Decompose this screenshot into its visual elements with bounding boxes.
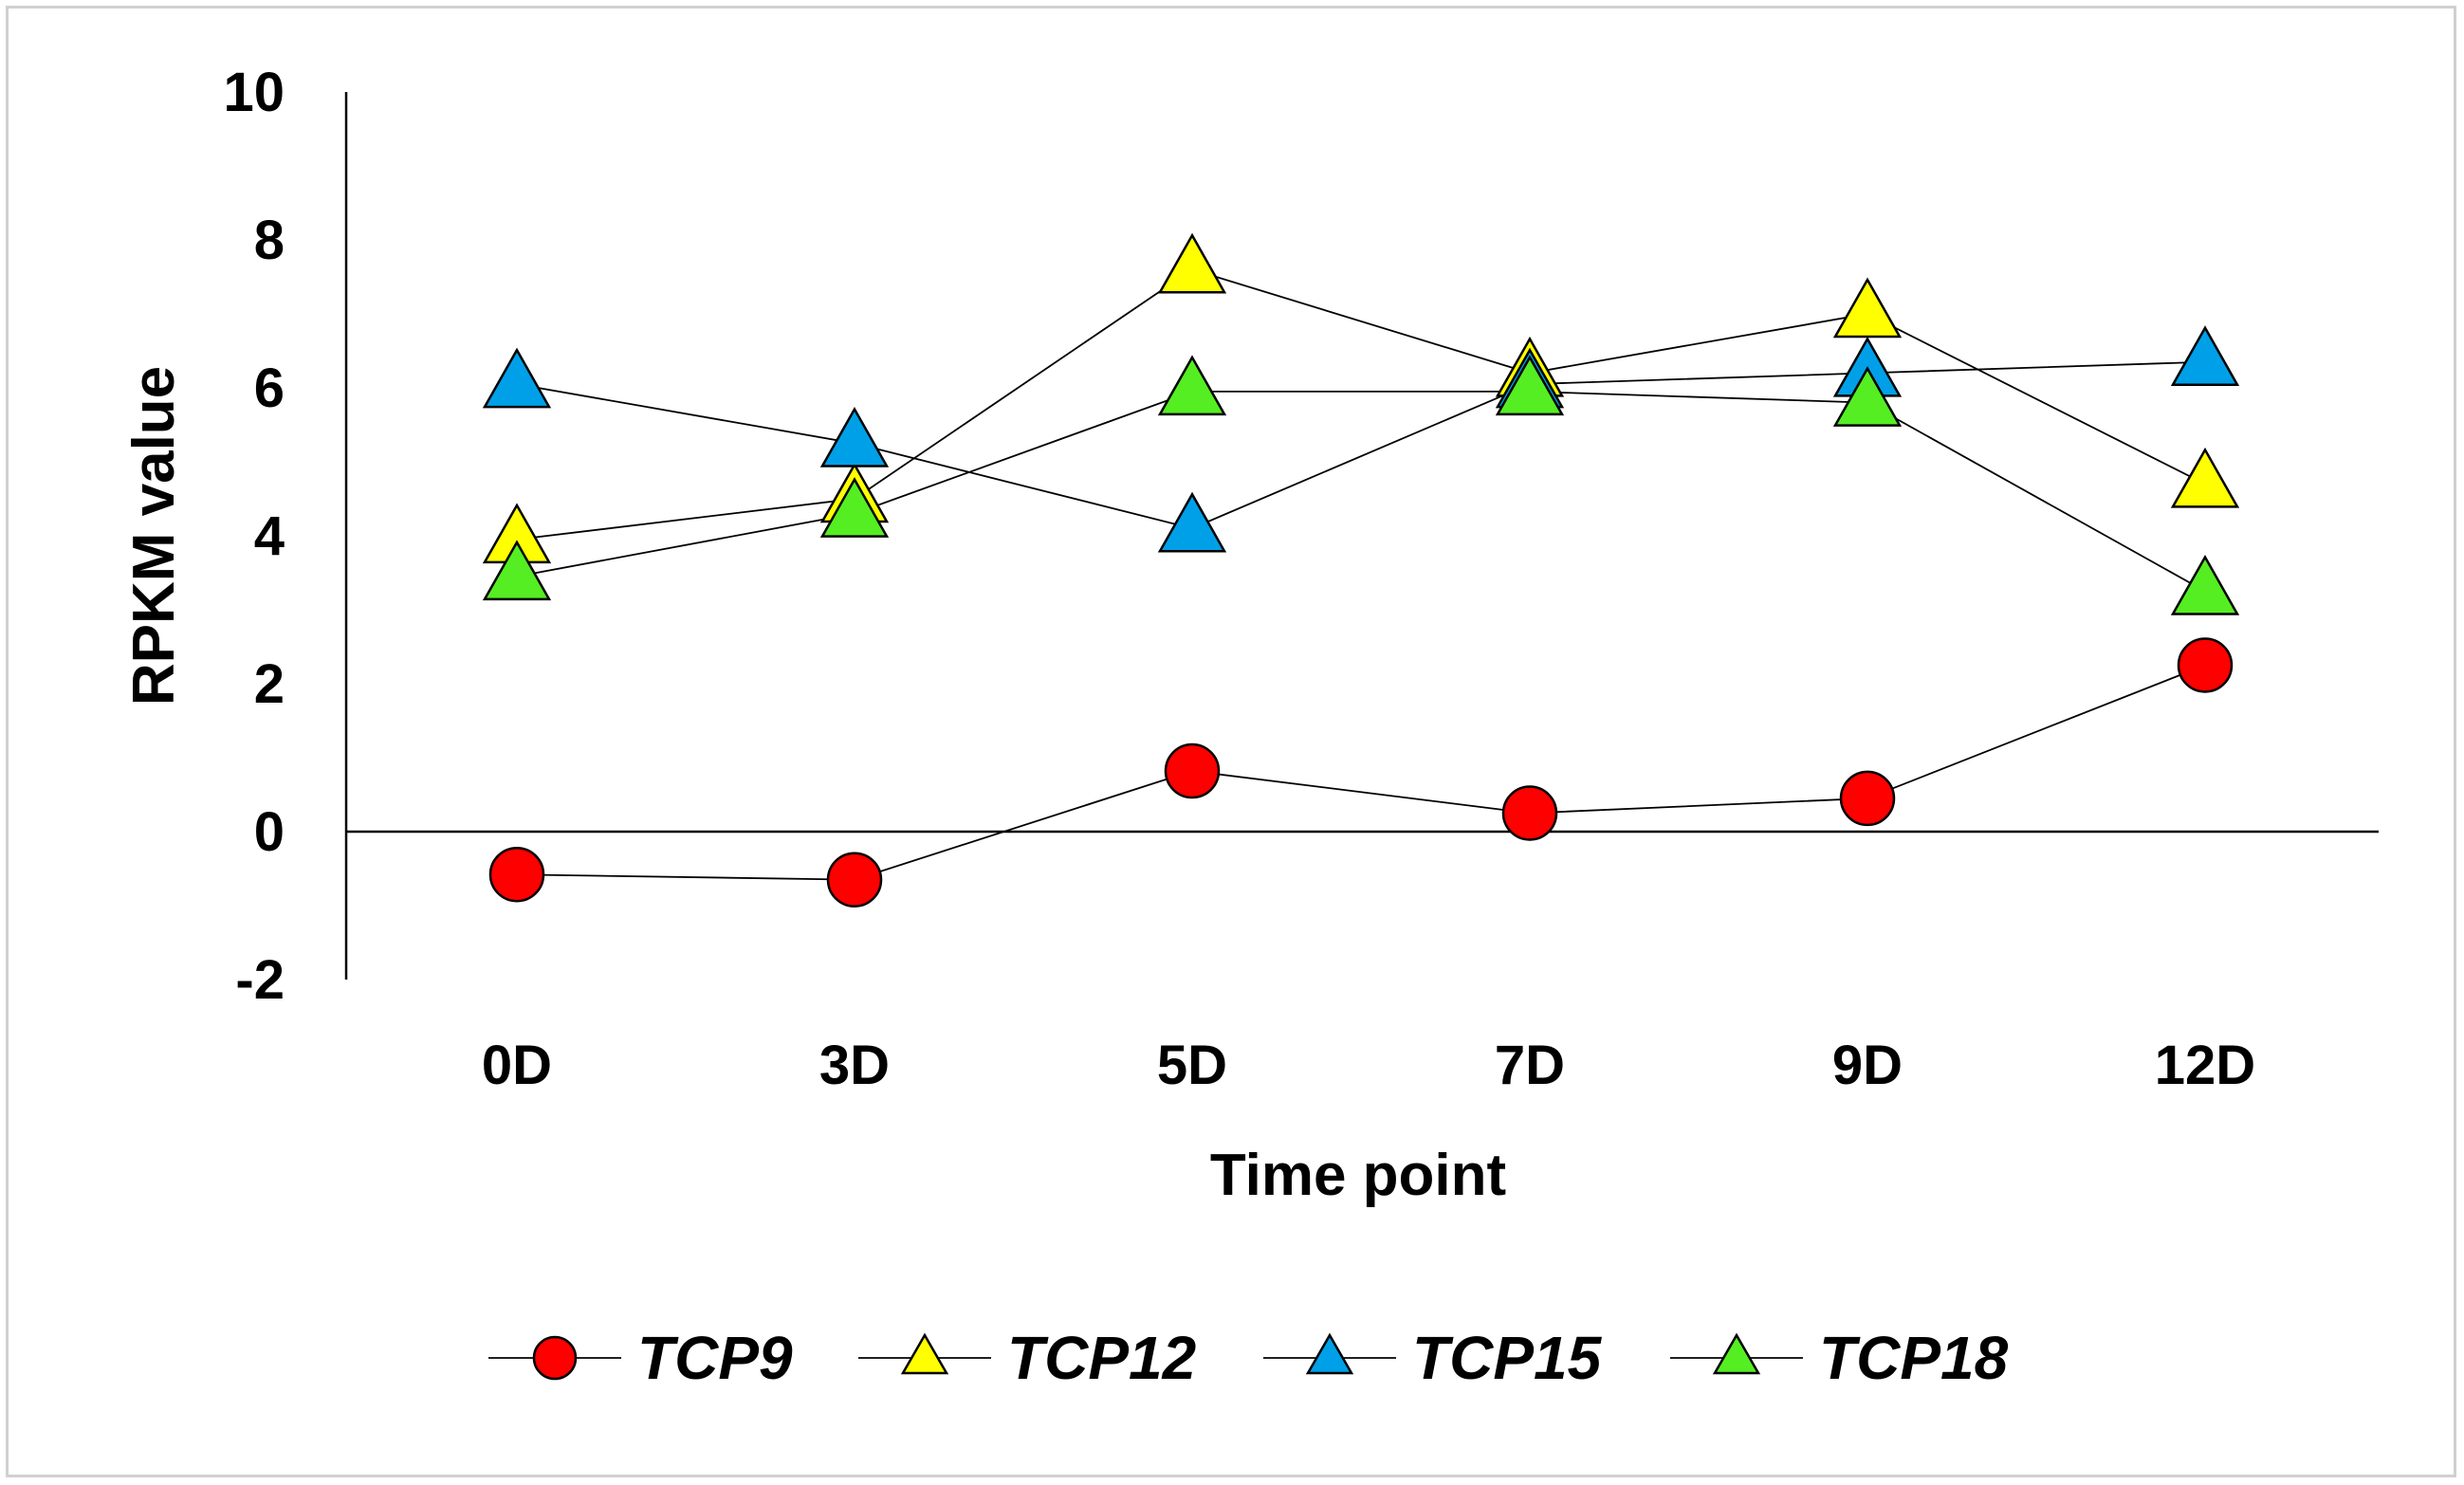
series-line-tcp18 bbox=[516, 390, 2206, 593]
legend-entry-tcp12: TCP12 bbox=[858, 1324, 1196, 1392]
legend-marker bbox=[532, 1335, 578, 1381]
data-point-tcp9 bbox=[1164, 742, 1221, 799]
legend-marker bbox=[1305, 1332, 1354, 1375]
x-tick-label: 7D bbox=[1495, 1035, 1565, 1096]
data-point-tcp9 bbox=[1839, 770, 1896, 827]
legend-entry-tcp9: TCP9 bbox=[488, 1324, 793, 1392]
x-tick-label: 9D bbox=[1832, 1035, 1903, 1096]
data-point-tcp18 bbox=[1832, 366, 1903, 427]
y-tick-label: 4 bbox=[254, 505, 285, 567]
data-point-tcp12 bbox=[1832, 277, 1903, 339]
x-tick-label: 12D bbox=[2155, 1035, 2255, 1096]
data-point-tcp18 bbox=[1157, 355, 1227, 416]
legend-marker bbox=[900, 1332, 949, 1375]
y-tick-label: 8 bbox=[254, 210, 285, 271]
data-point-tcp9 bbox=[488, 846, 545, 903]
data-point-tcp18 bbox=[482, 540, 552, 601]
y-tick-label: 10 bbox=[223, 62, 285, 123]
data-point-tcp18 bbox=[819, 477, 890, 538]
x-tick-label: 5D bbox=[1157, 1035, 1227, 1096]
series-line-tcp15 bbox=[516, 360, 2206, 530]
legend-label: TCP18 bbox=[1819, 1324, 2009, 1392]
data-point-tcp15 bbox=[2170, 325, 2240, 386]
y-tick-label: 2 bbox=[254, 653, 285, 715]
y-tick-label: 0 bbox=[254, 801, 285, 863]
data-point-tcp15 bbox=[819, 406, 890, 468]
legend: TCP9 TCP12 TCP15 TCP18 bbox=[488, 1324, 2009, 1392]
data-point-tcp9 bbox=[2177, 637, 2234, 693]
y-tick-label: -2 bbox=[235, 949, 285, 1011]
chart-frame bbox=[6, 6, 2456, 1477]
data-point-tcp12 bbox=[2170, 447, 2240, 508]
data-point-tcp9 bbox=[826, 852, 883, 908]
data-point-tcp18 bbox=[1495, 355, 1565, 416]
y-tick-labels: -2 0 2 4 6 8 10 bbox=[223, 62, 285, 1011]
data-point-tcp9 bbox=[1501, 785, 1558, 841]
legend-label: TCP12 bbox=[1007, 1324, 1196, 1392]
series-lines bbox=[516, 268, 2206, 881]
data-point-tcp15 bbox=[1157, 491, 1227, 553]
data-point-tcp15 bbox=[482, 347, 552, 409]
legend-entry-tcp15: TCP15 bbox=[1263, 1324, 1603, 1392]
legend-marker bbox=[1712, 1332, 1761, 1375]
axes bbox=[344, 92, 2379, 980]
x-axis-title: Time point bbox=[1210, 1143, 1506, 1208]
y-axis-title: RPKM value bbox=[121, 366, 187, 706]
data-point-tcp12 bbox=[1157, 232, 1227, 294]
series-markers bbox=[482, 232, 2240, 908]
legend-label: TCP9 bbox=[637, 1324, 793, 1392]
data-point-tcp18 bbox=[2170, 554, 2240, 615]
x-tick-label: 3D bbox=[819, 1035, 890, 1096]
y-tick-label: 6 bbox=[254, 358, 285, 419]
legend-entry-tcp18: TCP18 bbox=[1670, 1324, 2009, 1392]
series-line-tcp9 bbox=[516, 664, 2206, 881]
legend-label: TCP15 bbox=[1412, 1324, 1603, 1392]
series-line-tcp12 bbox=[516, 268, 2206, 541]
x-tick-labels: 0D 3D 5D 7D 9D 12D bbox=[482, 1035, 2255, 1096]
x-tick-label: 0D bbox=[482, 1035, 552, 1096]
